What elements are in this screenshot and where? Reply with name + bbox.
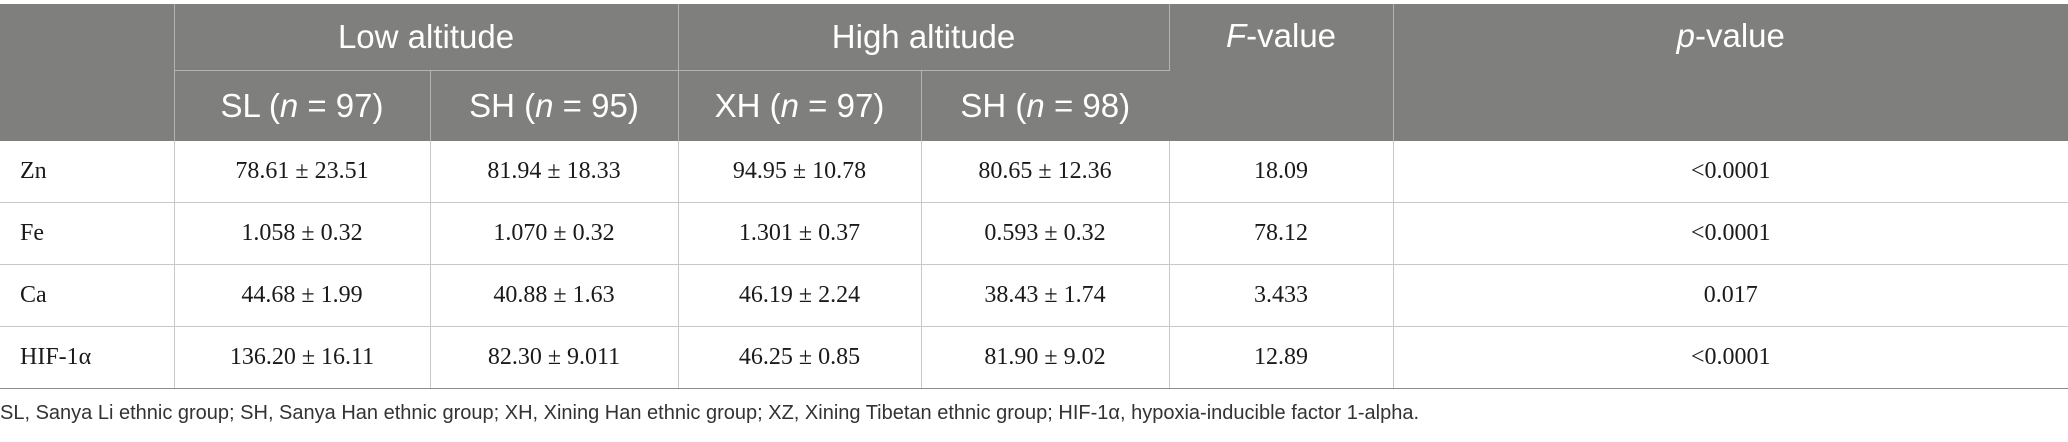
table-row: Fe 1.058 ± 0.32 1.070 ± 0.32 1.301 ± 0.3… bbox=[0, 202, 2068, 265]
f-value-cell: 78.12 bbox=[1169, 202, 1394, 265]
table-row: HIF-1α 136.20 ± 16.11 82.30 ± 9.011 46.2… bbox=[0, 326, 2068, 389]
row-label: Ca bbox=[0, 264, 175, 327]
table-cell: 46.19 ± 2.24 bbox=[678, 264, 922, 327]
row-label-header bbox=[0, 4, 175, 141]
row-label: Fe bbox=[0, 202, 175, 265]
table-cell: 94.95 ± 10.78 bbox=[678, 141, 922, 203]
subgroup-header: SH (n = 95) bbox=[430, 70, 679, 141]
table-cell: 1.070 ± 0.32 bbox=[430, 202, 679, 265]
table-cell: 136.20 ± 16.11 bbox=[174, 326, 431, 389]
table-cell: 1.301 ± 0.37 bbox=[678, 202, 922, 265]
table-cell: 80.65 ± 12.36 bbox=[921, 141, 1170, 203]
table-cell: 81.90 ± 9.02 bbox=[921, 326, 1170, 389]
p-value-cell: 0.017 bbox=[1393, 264, 2068, 327]
f-value-cell: 3.433 bbox=[1169, 264, 1394, 327]
f-value-cell: 18.09 bbox=[1169, 141, 1394, 203]
table-row: Ca 44.68 ± 1.99 40.88 ± 1.63 46.19 ± 2.2… bbox=[0, 264, 2068, 327]
group-header-low-altitude: Low altitude bbox=[174, 4, 679, 71]
group-header-high-altitude: High altitude bbox=[678, 4, 1170, 71]
data-table: Low altitude High altitude F-value p-val… bbox=[0, 4, 2068, 389]
table-cell: 44.68 ± 1.99 bbox=[174, 264, 431, 327]
table-cell: 1.058 ± 0.32 bbox=[174, 202, 431, 265]
subgroup-header: SH (n = 98) bbox=[921, 70, 1170, 141]
p-value-cell: <0.0001 bbox=[1393, 202, 2068, 265]
table-footnote: SL, Sanya Li ethnic group; SH, Sanya Han… bbox=[0, 402, 1420, 424]
row-label: Zn bbox=[0, 141, 175, 203]
table-cell: 46.25 ± 0.85 bbox=[678, 326, 922, 389]
table-cell: 0.593 ± 0.32 bbox=[921, 202, 1170, 265]
subgroup-header: SL (n = 97) bbox=[174, 70, 431, 141]
table-cell: 38.43 ± 1.74 bbox=[921, 264, 1170, 327]
table-cell: 40.88 ± 1.63 bbox=[430, 264, 679, 327]
table-cell: 78.61 ± 23.51 bbox=[174, 141, 431, 203]
table-row: Zn 78.61 ± 23.51 81.94 ± 18.33 94.95 ± 1… bbox=[0, 141, 2068, 203]
p-value-cell: <0.0001 bbox=[1393, 141, 2068, 203]
row-label: HIF-1α bbox=[0, 326, 175, 389]
f-value-header: F-value bbox=[1169, 4, 1394, 141]
p-value-header: p-value bbox=[1393, 4, 2068, 141]
f-value-cell: 12.89 bbox=[1169, 326, 1394, 389]
header-row-subgroups: SL (n = 97) SH (n = 95) XH (n = 97) SH (… bbox=[0, 70, 2068, 141]
table-cell: 81.94 ± 18.33 bbox=[430, 141, 679, 203]
p-value-cell: <0.0001 bbox=[1393, 326, 2068, 389]
header-row-groups: Low altitude High altitude F-value p-val… bbox=[0, 4, 2068, 141]
table-cell: 82.30 ± 9.011 bbox=[430, 326, 679, 389]
subgroup-header: XH (n = 97) bbox=[678, 70, 922, 141]
